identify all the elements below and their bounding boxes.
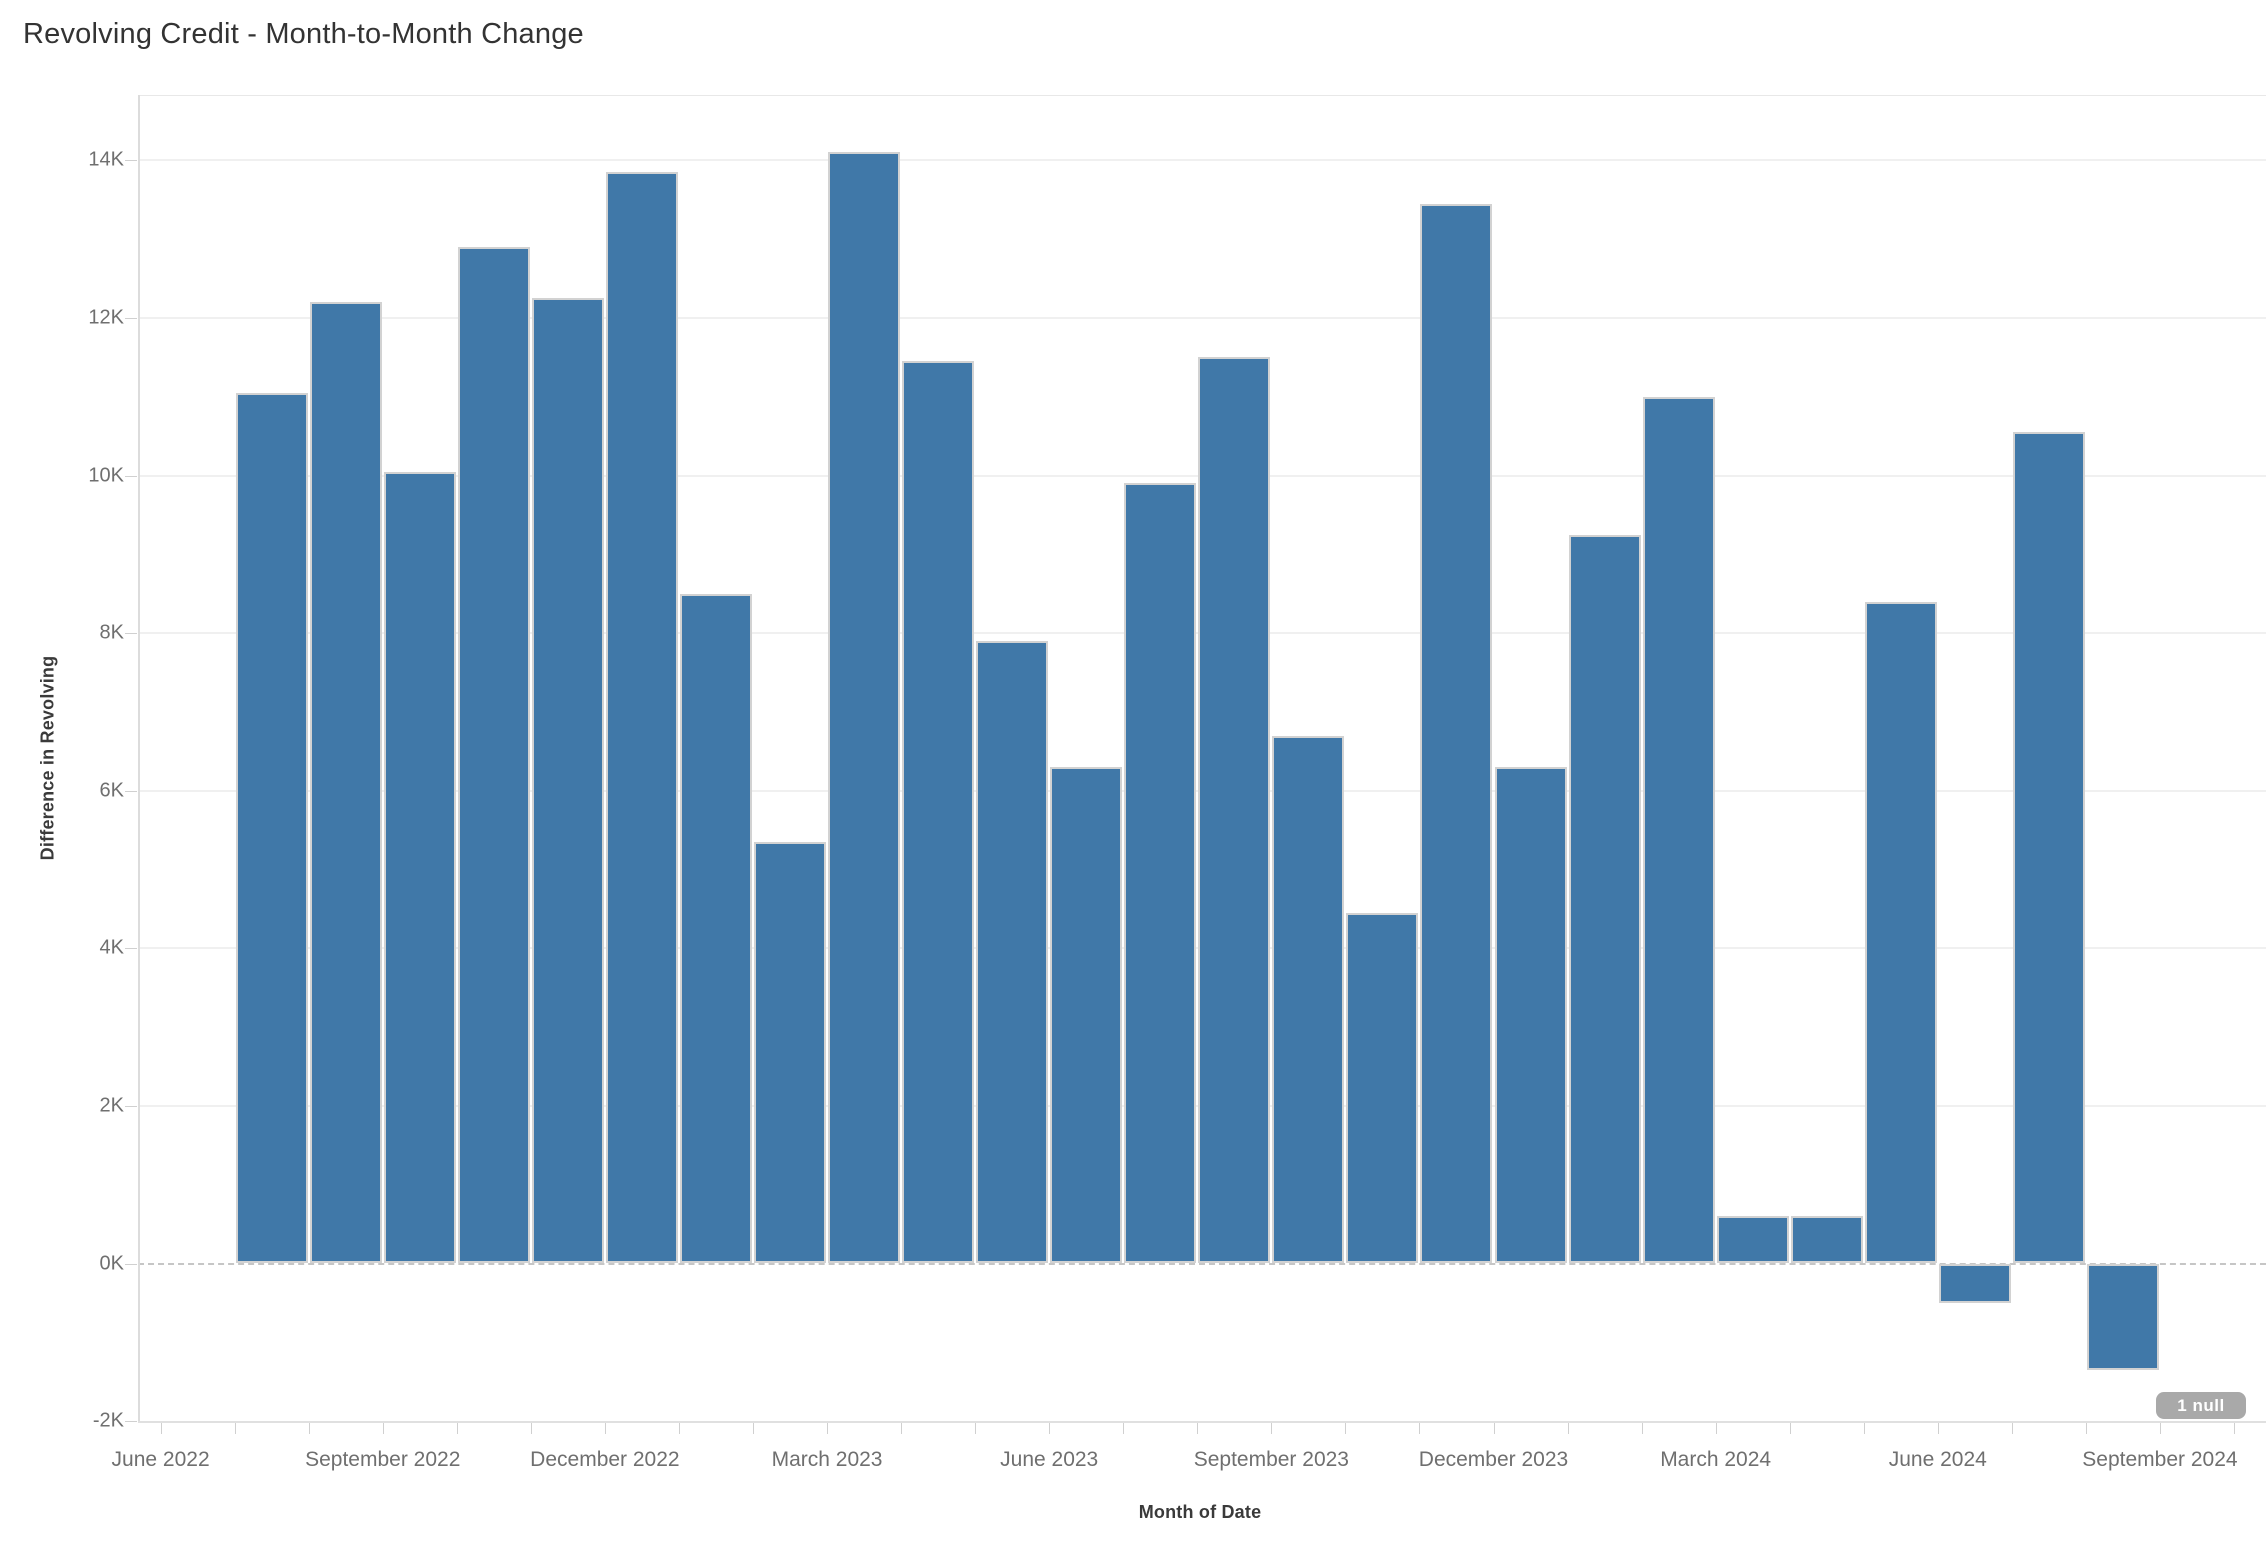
y-tick-label-0K: 0K (99, 1252, 124, 1274)
x-tick-dash-4 (456, 1423, 458, 1434)
bar-january-2023[interactable] (679, 593, 752, 1264)
x-tick-dash-2 (308, 1423, 310, 1434)
bar-april-2024[interactable] (1790, 1216, 1863, 1264)
bar-january-2024[interactable] (1568, 534, 1641, 1264)
bar-february-2024[interactable] (1642, 396, 1715, 1264)
x-tick-dash-15 (1271, 1423, 1273, 1434)
bar-august-2024[interactable] (2086, 1263, 2159, 1370)
bar-october-2022[interactable] (457, 246, 530, 1264)
x-tick-dash-20 (1641, 1423, 1643, 1434)
y-tick-dash-0K (125, 1263, 137, 1265)
x-tick-label-march-2023: March 2023 (771, 1448, 883, 1471)
x-tick-dash-12 (1049, 1423, 1051, 1434)
y-tick-dash-14K (125, 160, 137, 162)
gridline-14K (138, 159, 2266, 162)
bar-april-2023[interactable] (902, 361, 975, 1264)
bar-march-2024[interactable] (1716, 1216, 1789, 1264)
x-tick-label-december-2023: December 2023 (1418, 1448, 1569, 1471)
x-tick-dash-17 (1419, 1423, 1421, 1434)
x-tick-label-march-2024: March 2024 (1660, 1448, 1772, 1471)
bar-june-2024[interactable] (1938, 1263, 2011, 1303)
x-tick-dash-22 (1789, 1423, 1791, 1434)
x-tick-dash-21 (1715, 1423, 1717, 1434)
x-tick-dash-13 (1123, 1423, 1125, 1434)
y-axis-title: Difference in Revolving (37, 655, 58, 861)
y-tick-dash--2K (125, 1421, 137, 1423)
x-tick-dash-26 (2085, 1423, 2087, 1434)
bar-march-2023[interactable] (828, 152, 901, 1264)
bar-november-2022[interactable] (531, 298, 604, 1264)
y-tick-label-2K: 2K (99, 1094, 124, 1117)
bar-july-2024[interactable] (2012, 432, 2085, 1264)
bar-august-2022[interactable] (309, 302, 382, 1264)
chart-title: Revolving Credit - Month-to-Month Change (23, 18, 584, 50)
gridline-12K (138, 316, 2266, 319)
y-tick-dash-6K (125, 790, 137, 792)
bar-december-2022[interactable] (605, 172, 678, 1264)
x-tick-dash-27 (2159, 1423, 2161, 1434)
x-tick-dash-10 (901, 1423, 903, 1434)
bar-july-2022[interactable] (235, 392, 308, 1264)
bar-december-2023[interactable] (1494, 767, 1567, 1264)
y-tick-label-10K: 10K (88, 464, 124, 486)
bar-august-2023[interactable] (1198, 357, 1271, 1264)
x-tick-label-september-2023: September 2023 (1193, 1448, 1349, 1471)
bar-november-2023[interactable] (1420, 203, 1493, 1264)
x-tick-dash-28 (2234, 1423, 2235, 1434)
y-tick-dash-2K (125, 1105, 137, 1107)
plot-border-bottom (138, 1421, 2266, 1423)
y-tick-dash-10K (125, 475, 137, 477)
x-tick-dash-1 (234, 1423, 236, 1434)
x-tick-dash-3 (382, 1423, 384, 1434)
bar-may-2024[interactable] (1864, 601, 1937, 1264)
y-tick-label-12K: 12K (88, 306, 124, 329)
x-tick-dash-24 (1937, 1423, 1939, 1434)
x-tick-label-june-2023: June 2023 (1000, 1448, 1099, 1471)
x-tick-dash-18 (1493, 1423, 1495, 1434)
x-tick-dash-16 (1345, 1423, 1347, 1434)
y-tick-dash-8K (125, 633, 137, 635)
y-tick-dash-12K (125, 317, 137, 319)
y-tick-label-4K: 4K (99, 936, 124, 959)
x-axis-title: Month of Date (1138, 1502, 1262, 1522)
x-tick-dash-14 (1197, 1423, 1199, 1434)
bar-october-2023[interactable] (1346, 912, 1419, 1264)
x-tick-label-september-2024: September 2024 (2082, 1448, 2238, 1471)
x-tick-dash-5 (530, 1423, 532, 1434)
y-tick-dash-4K (125, 948, 137, 950)
x-tick-dash-8 (753, 1423, 754, 1434)
x-tick-dash-9 (827, 1423, 829, 1434)
y-tick-label-14K: 14K (88, 148, 124, 171)
x-tick-dash-6 (604, 1423, 606, 1434)
bar-september-2022[interactable] (383, 471, 456, 1264)
bar-february-2023[interactable] (754, 841, 827, 1264)
y-tick-label--2K: -2K (92, 1409, 124, 1432)
x-tick-label-june-2024: June 2024 (1888, 1448, 1987, 1471)
bar-may-2023[interactable] (976, 640, 1049, 1264)
x-tick-label-june-2022: June 2022 (111, 1448, 210, 1471)
x-tick-dash-23 (1863, 1423, 1865, 1434)
x-tick-dash-0 (160, 1423, 162, 1434)
y-axis-line (138, 95, 140, 1421)
x-tick-label-september-2022: September 2022 (305, 1448, 461, 1471)
y-tick-label-6K: 6K (99, 779, 124, 802)
x-tick-dash-7 (678, 1423, 680, 1434)
x-tick-label-december-2022: December 2022 (530, 1448, 680, 1471)
bar-july-2023[interactable] (1124, 483, 1197, 1264)
y-tick-label-8K: 8K (99, 621, 124, 644)
plot-border-top (138, 95, 2266, 96)
zero-baseline (138, 1262, 2266, 1265)
x-tick-dash-11 (975, 1423, 977, 1434)
bar-june-2023[interactable] (1050, 767, 1123, 1264)
bar-september-2023[interactable] (1272, 735, 1345, 1264)
x-tick-dash-19 (1567, 1423, 1569, 1434)
x-tick-dash-25 (2011, 1423, 2013, 1434)
null-indicator-badge[interactable]: 1 null (2156, 1392, 2246, 1419)
